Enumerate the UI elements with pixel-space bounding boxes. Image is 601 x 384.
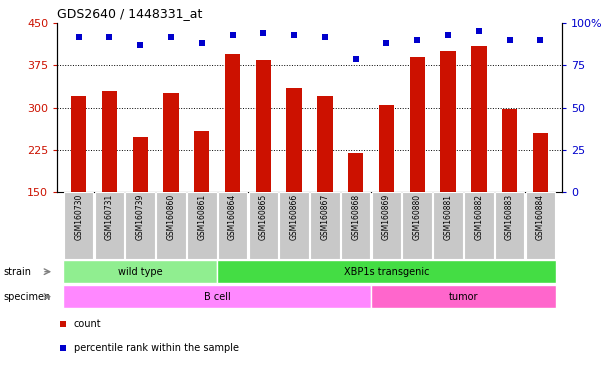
Bar — [348, 152, 364, 192]
Bar — [532, 133, 548, 192]
Bar — [156, 192, 186, 259]
Bar — [526, 192, 555, 259]
Point — [105, 33, 114, 40]
Point — [320, 33, 330, 40]
Text: GSM160882: GSM160882 — [474, 194, 483, 240]
Point — [382, 40, 391, 46]
Text: wild type: wild type — [118, 266, 162, 277]
Bar — [379, 105, 394, 192]
Text: GSM160884: GSM160884 — [536, 194, 545, 240]
Bar — [495, 192, 525, 259]
Point — [289, 32, 299, 38]
Bar — [126, 192, 155, 259]
Bar — [187, 192, 216, 259]
Point — [197, 40, 207, 46]
Text: GSM160864: GSM160864 — [228, 194, 237, 240]
Bar — [341, 192, 370, 259]
Bar — [371, 285, 556, 308]
Bar — [218, 192, 248, 259]
Bar — [225, 54, 240, 192]
Point — [228, 32, 237, 38]
Text: XBP1s transgenic: XBP1s transgenic — [344, 266, 429, 277]
Bar — [71, 96, 87, 192]
Text: GSM160860: GSM160860 — [166, 194, 175, 240]
Bar — [132, 137, 148, 192]
Text: GSM160739: GSM160739 — [136, 194, 145, 240]
Text: GDS2640 / 1448331_at: GDS2640 / 1448331_at — [57, 7, 203, 20]
Text: GSM160866: GSM160866 — [290, 194, 299, 240]
Point — [259, 19, 269, 25]
Text: GSM160865: GSM160865 — [259, 194, 268, 240]
Text: percentile rank within the sample: percentile rank within the sample — [74, 343, 239, 353]
Bar — [102, 91, 117, 192]
Point — [443, 32, 453, 38]
Bar — [441, 51, 456, 192]
Point — [351, 55, 361, 61]
Text: GSM160881: GSM160881 — [444, 194, 453, 240]
Point — [535, 37, 545, 43]
Bar — [63, 260, 217, 283]
Text: GSM160880: GSM160880 — [413, 194, 422, 240]
Bar — [433, 192, 463, 259]
Point — [74, 33, 84, 40]
Point — [135, 42, 145, 48]
Point — [166, 33, 176, 40]
Text: GSM160868: GSM160868 — [351, 194, 360, 240]
Point — [505, 37, 514, 43]
Bar — [279, 192, 309, 259]
Point — [258, 30, 268, 36]
Text: GSM160730: GSM160730 — [74, 194, 83, 240]
Bar — [310, 192, 340, 259]
Text: GSM160883: GSM160883 — [505, 194, 514, 240]
Bar — [317, 96, 332, 192]
Text: specimen: specimen — [3, 291, 50, 302]
Point — [412, 37, 422, 43]
Bar — [94, 192, 124, 259]
Bar — [64, 192, 93, 259]
Bar — [403, 192, 432, 259]
Bar — [194, 131, 210, 192]
Bar — [249, 192, 278, 259]
Text: GSM160869: GSM160869 — [382, 194, 391, 240]
Text: tumor: tumor — [449, 291, 478, 302]
Text: GSM160861: GSM160861 — [197, 194, 206, 240]
Bar — [464, 192, 493, 259]
Bar — [63, 285, 371, 308]
Bar — [371, 192, 401, 259]
Text: B cell: B cell — [204, 291, 231, 302]
Bar — [471, 46, 487, 192]
Bar — [287, 88, 302, 192]
Bar — [163, 93, 178, 192]
Text: GSM160731: GSM160731 — [105, 194, 114, 240]
Text: GSM160867: GSM160867 — [320, 194, 329, 240]
Point — [259, 228, 269, 234]
Bar — [217, 260, 556, 283]
Point — [474, 28, 484, 35]
Text: count: count — [74, 319, 102, 329]
Bar — [502, 109, 517, 192]
Bar — [409, 57, 425, 192]
Text: strain: strain — [3, 266, 31, 277]
Bar — [255, 60, 271, 192]
